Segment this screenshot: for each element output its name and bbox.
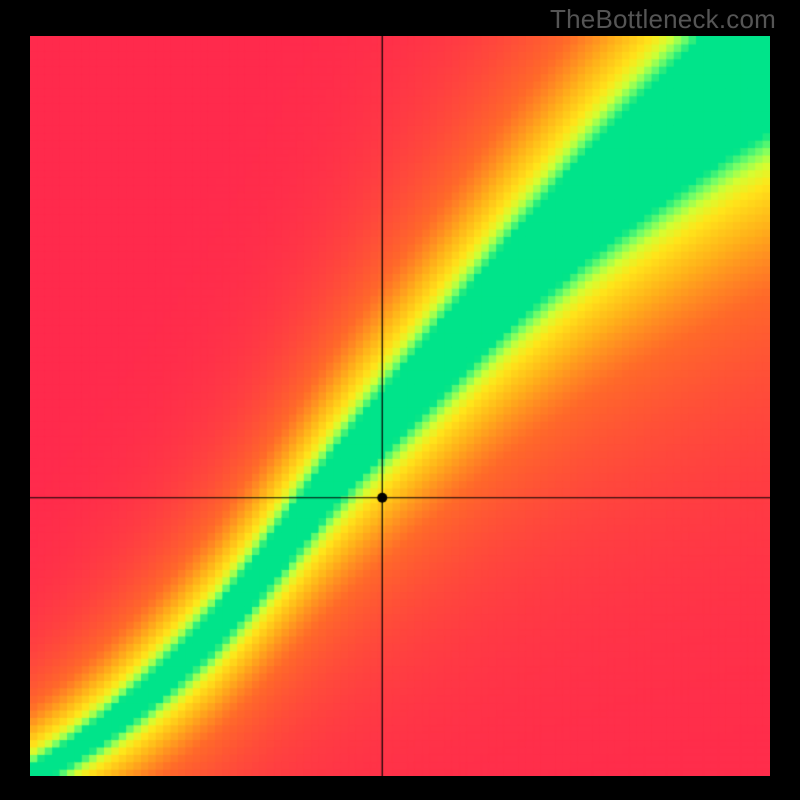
watermark-text: TheBottleneck.com: [550, 4, 776, 35]
plot-area: [30, 36, 770, 776]
heatmap-canvas: [30, 36, 770, 776]
chart-container: TheBottleneck.com: [0, 0, 800, 800]
